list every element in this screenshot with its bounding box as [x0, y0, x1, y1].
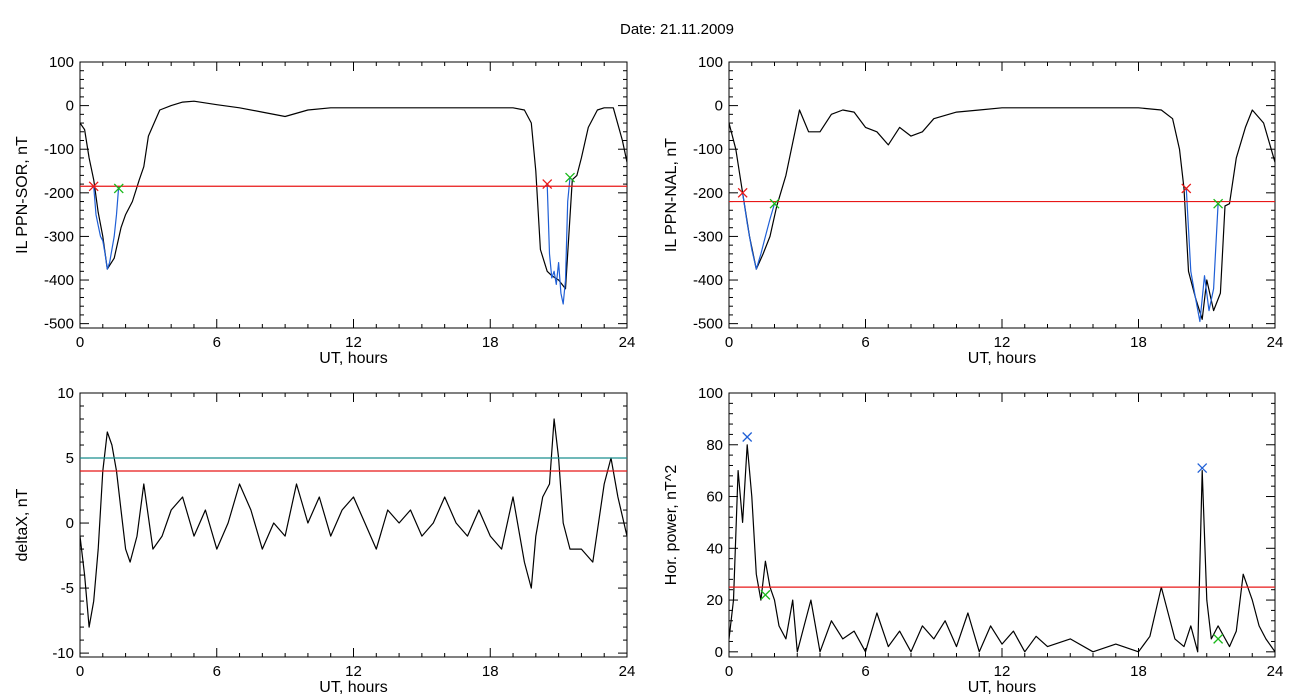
x-tick-label: 24 — [1267, 663, 1284, 680]
x-axis-label: UT, hours — [319, 350, 387, 367]
x-tick-label: 0 — [725, 334, 733, 351]
y-axis-label: IL PPN-NAL, nT — [663, 138, 680, 252]
chart-panel-1: 0 6 12 18 24 100 0 -100 -200 -300 -400 -500 UT, hour… — [14, 54, 635, 367]
y-tick-label: 80 — [706, 437, 723, 454]
x-axis-label: UT, hours — [968, 350, 1036, 367]
y-tick-label: -400 — [693, 272, 723, 289]
marker-x — [88, 181, 99, 192]
y-tick-label: -5 — [61, 580, 74, 597]
plot-frame — [79, 61, 628, 329]
marker-x — [737, 187, 748, 198]
plot-frame — [728, 392, 1276, 658]
series-line-2 — [742, 192, 776, 270]
y-tick-label: 40 — [706, 540, 723, 557]
y-tick-label: 5 — [66, 450, 74, 467]
x-tick-label: 6 — [861, 334, 869, 351]
x-tick-label: 6 — [861, 663, 869, 680]
y-tick-label: -400 — [44, 272, 74, 289]
series-line-1 — [80, 418, 627, 628]
y-tick-label: 100 — [698, 54, 723, 71]
chart-panel-3: 0 6 12 18 24 10 5 0 -5 -10 UT, hours deltaX, nT — [14, 385, 635, 696]
y-axis-label: Hor. power, nT^2 — [663, 465, 680, 586]
y-tick-label: 100 — [698, 385, 723, 402]
marker-x — [742, 432, 753, 442]
x-tick-label: 24 — [619, 334, 636, 351]
series-line-1 — [729, 444, 1275, 653]
x-tick-label: 24 — [1267, 334, 1284, 351]
series-line-3 — [1185, 188, 1219, 323]
x-tick-label: 12 — [345, 334, 362, 351]
series-line-1 — [729, 107, 1275, 320]
x-tick-label: 6 — [213, 663, 221, 680]
y-tick-label: -200 — [44, 185, 74, 202]
x-tick-label: 12 — [994, 334, 1011, 351]
y-tick-label: 0 — [66, 98, 74, 115]
marker-x — [769, 198, 780, 209]
y-tick-label: 60 — [706, 489, 723, 506]
marker-x — [1213, 633, 1224, 644]
y-tick-label: -300 — [693, 228, 723, 245]
y-tick-label: 0 — [715, 644, 723, 661]
y-tick-label: 20 — [706, 592, 723, 609]
y-axis-label: IL PPN-SOR, nT — [14, 136, 31, 254]
x-axis-label: UT, hours — [319, 679, 387, 696]
series-line-3 — [546, 177, 571, 305]
y-tick-label: -500 — [44, 316, 74, 333]
x-tick-label: 18 — [1130, 334, 1147, 351]
y-tick-label: -100 — [44, 141, 74, 158]
plot-frame — [79, 392, 628, 658]
y-tick-label: -300 — [44, 228, 74, 245]
y-axis-label: deltaX, nT — [14, 488, 31, 561]
plot-area — [729, 107, 1275, 323]
x-tick-label: 12 — [345, 663, 362, 680]
marker-x — [760, 589, 771, 600]
y-tick-label: 10 — [57, 385, 74, 402]
marker-x — [1181, 183, 1192, 194]
y-tick-label: 0 — [715, 98, 723, 115]
plot-area — [80, 418, 627, 628]
y-tick-label: -100 — [693, 141, 723, 158]
x-tick-label: 18 — [482, 663, 499, 680]
x-axis-label: UT, hours — [968, 679, 1036, 696]
y-tick-label: -200 — [693, 185, 723, 202]
marker-x — [1213, 198, 1224, 209]
figure-title: Date: 21.11.2009 — [620, 21, 734, 38]
marker-x — [542, 179, 553, 190]
chart-panel-4: 0 6 12 18 24 100 80 60 40 20 0 UT, hours Hor. power,… — [663, 385, 1283, 696]
plot-area — [80, 100, 627, 305]
x-tick-label: 0 — [76, 334, 84, 351]
series-line-2 — [93, 186, 120, 270]
x-tick-label: 24 — [619, 663, 636, 680]
x-tick-label: 12 — [994, 663, 1011, 680]
marker-x — [565, 172, 575, 183]
series-line-1 — [80, 100, 627, 290]
marker-x — [1197, 463, 1208, 474]
y-tick-label: 0 — [66, 515, 74, 532]
chart-panel-2: 0 6 12 18 24 100 0 -100 -200 -300 -400 -500 UT, hour… — [663, 54, 1283, 367]
y-tick-label: 100 — [49, 54, 74, 71]
x-tick-label: 18 — [482, 334, 499, 351]
x-tick-label: 0 — [76, 663, 84, 680]
x-tick-label: 0 — [725, 663, 733, 680]
marker-x — [113, 183, 124, 194]
plot-area — [729, 432, 1275, 653]
y-tick-label: -10 — [52, 645, 74, 662]
y-tick-label: -500 — [693, 316, 723, 333]
x-tick-label: 18 — [1130, 663, 1147, 680]
x-tick-label: 6 — [213, 334, 221, 351]
